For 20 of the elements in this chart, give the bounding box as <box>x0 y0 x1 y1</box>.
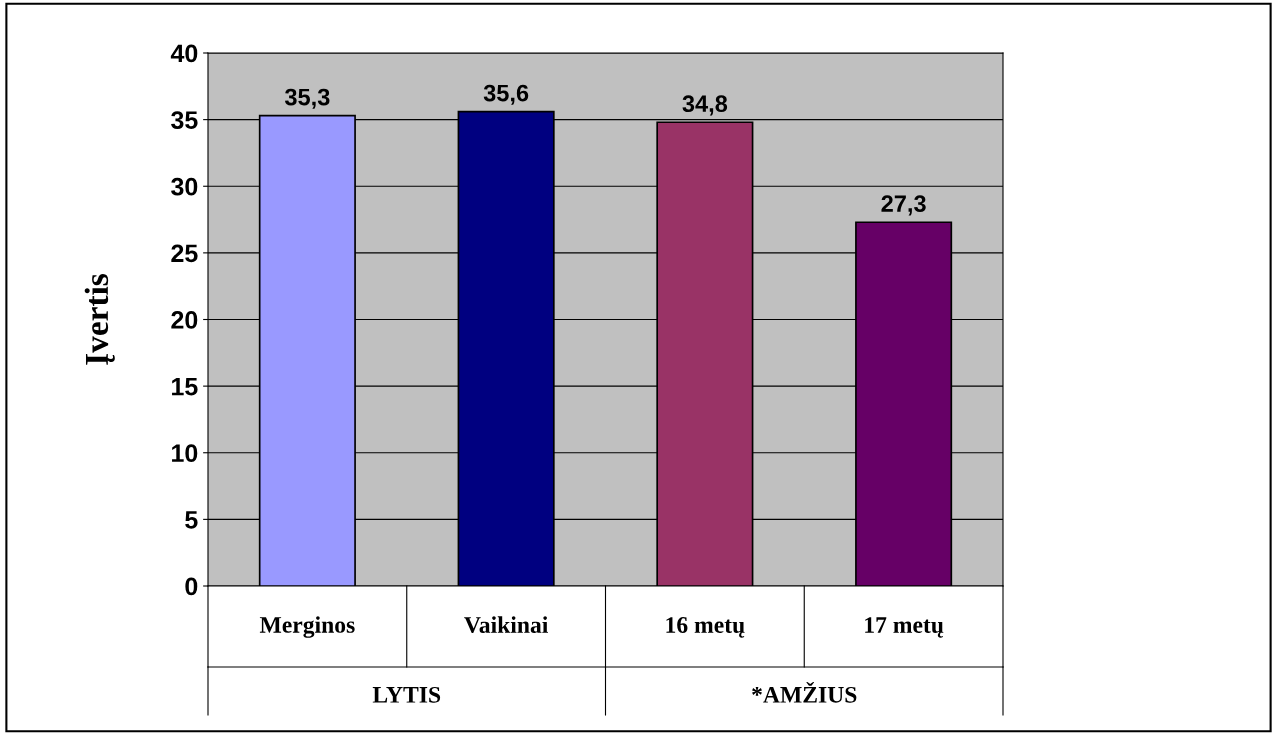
text: *AMŽIUS <box>752 682 857 703</box>
y-tick-label: 10 <box>172 444 198 463</box>
y-tick-label: 30 <box>171 177 198 196</box>
y-tick-label: 15 <box>172 377 198 396</box>
x-tick-label: 16 metų <box>666 617 745 638</box>
y-tick-label: 35 <box>171 111 198 129</box>
data-label: 27,3 <box>881 195 926 216</box>
data-label: 35,3 <box>284 88 330 109</box>
y-axis-title: Įvertis <box>84 274 115 365</box>
x-tick-label: Merginos <box>259 616 355 638</box>
x-tick-label: Vaikinai <box>464 616 548 634</box>
y-tick-label: 25 <box>171 244 198 263</box>
data-label: 35,6 <box>483 84 529 105</box>
y-tick-label: 40 <box>170 44 198 63</box>
y-tick-label: 20 <box>171 311 198 329</box>
x-tick-label: 17 metų <box>865 617 944 638</box>
y-tick-label: 0 <box>185 577 198 596</box>
data-label: 34,8 <box>682 95 728 116</box>
y-tick-label: 5 <box>185 511 198 529</box>
text: LYTIS <box>372 686 441 703</box>
